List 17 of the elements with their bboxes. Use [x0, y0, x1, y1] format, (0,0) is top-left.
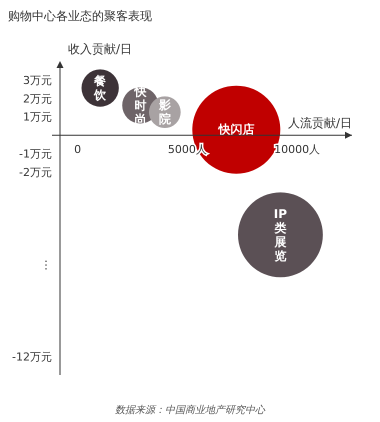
text: ⋮ — [40, 258, 52, 272]
series-label: 快闪店 — [217, 122, 254, 137]
y-tick-label: 1万元 — [23, 110, 52, 124]
series-label: 影院 — [158, 98, 171, 126]
y-tick-label: 3万元 — [23, 74, 52, 87]
x-tick-label: 10000人 — [274, 143, 320, 156]
chart-title: 购物中心各业态的聚客表现 — [8, 8, 153, 25]
y-axis-title: 收入贡献/日 — [68, 42, 132, 56]
x-tick-label: 0 — [74, 143, 82, 156]
y-tick-label: -12万元 — [12, 350, 52, 364]
y-tick-label: -1万元 — [19, 148, 52, 161]
series-label: 餐饮 — [93, 74, 108, 102]
source-note: 数据来源：中国商业地产研究中心 — [114, 404, 266, 417]
y-tick-label: 2万元 — [23, 92, 52, 106]
y-tick-label: -2万元 — [19, 166, 52, 180]
x-axis-title: 人流贡献/日 — [288, 116, 352, 130]
series-label: IP类展览 — [273, 206, 288, 263]
